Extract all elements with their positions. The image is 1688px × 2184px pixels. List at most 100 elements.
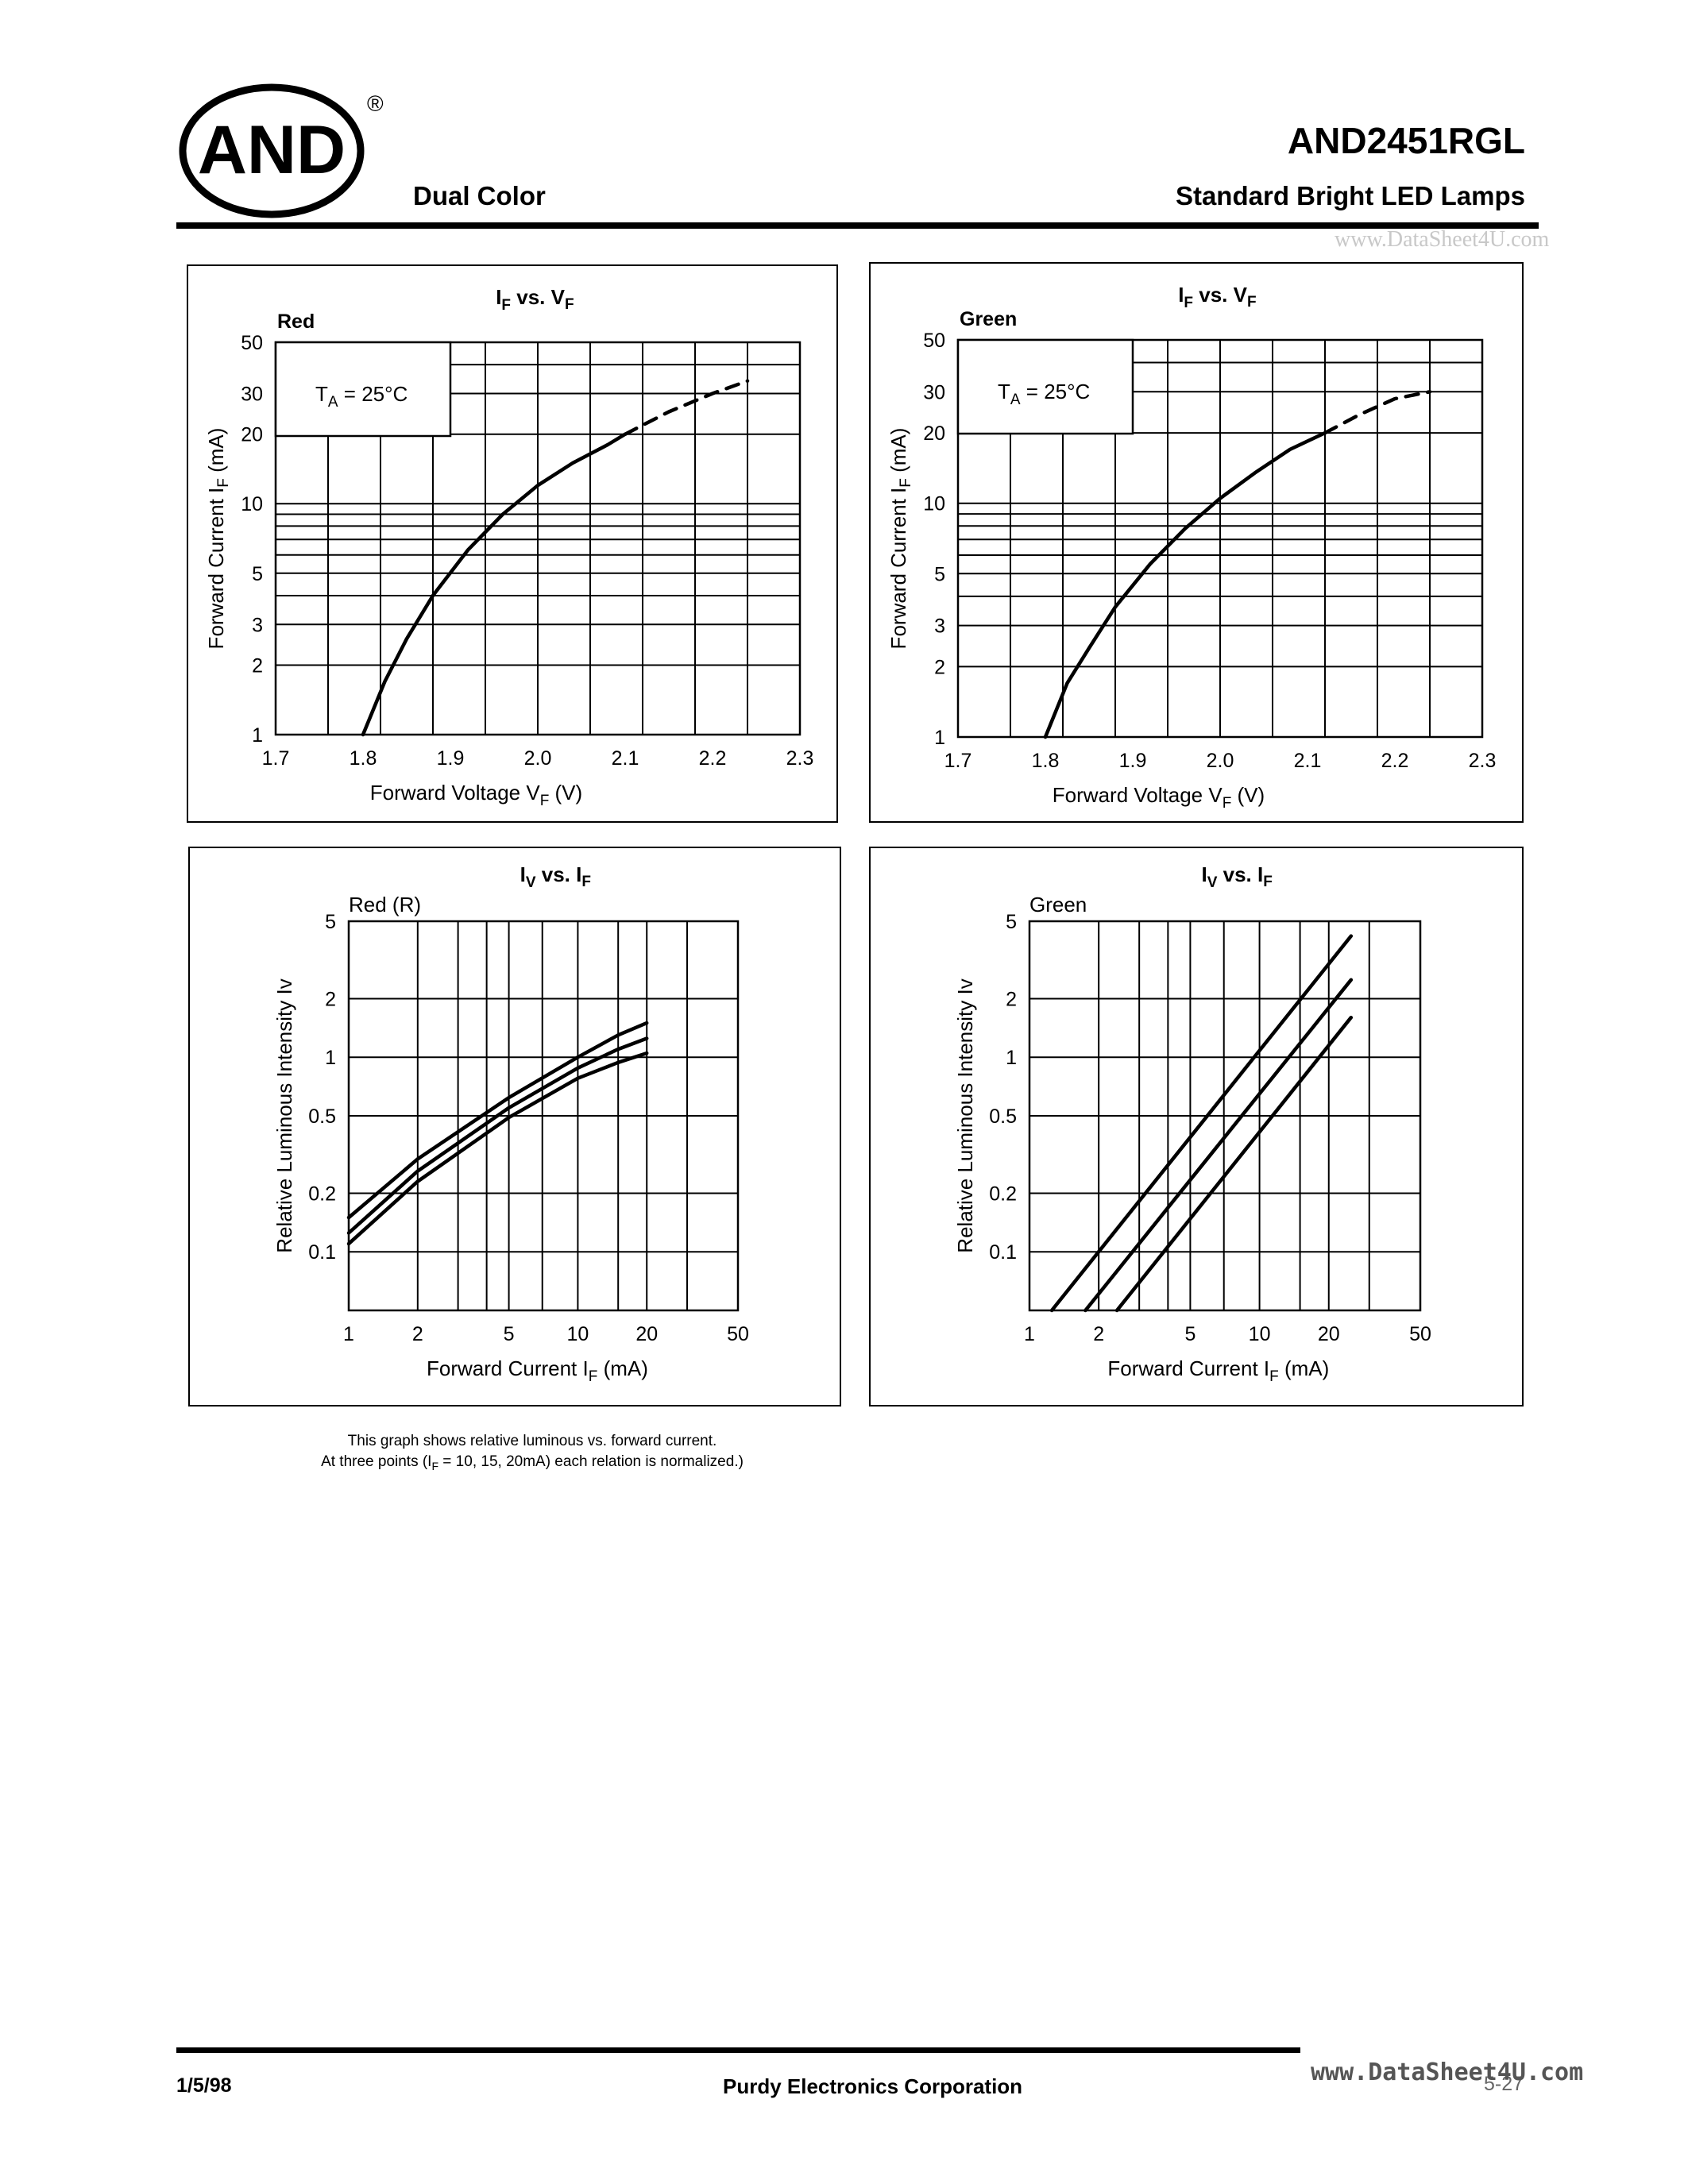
x-axis-label-rest: (mA) [597,1356,648,1380]
condition-box [274,341,452,438]
y-axis-label-rest: (mA) [204,428,228,479]
chart-title-sub2: F [581,874,591,890]
y-tick-label: 3 [252,614,263,636]
note-line-1: This graph shows relative luminous vs. f… [347,1433,717,1449]
y-tick-label: 3 [934,615,945,638]
series-line-0 [361,432,628,737]
x-tick-label: 1.8 [1032,750,1060,772]
x-axis-label: Forward Voltage VF (V) [370,781,582,809]
chart-title-sub2: F [1263,874,1273,890]
y-axis-label: Forward Current IF (mA) [886,428,914,650]
x-tick-label: 10 [567,1323,589,1345]
condition-label-rest: = 25°C [338,382,408,406]
x-axis-label-sub: F [540,793,550,809]
chart-title: IV vs. IF [520,862,591,891]
chart-title-sub2: F [1247,294,1257,311]
x-tick-label: 50 [1409,1323,1431,1345]
y-tick-label: 2 [325,988,336,1010]
y-tick-label: 0.2 [989,1183,1017,1205]
condition-label-sub: A [328,394,338,411]
x-tick-label: 2 [412,1323,423,1345]
condition-label-sub: A [1010,392,1021,408]
series-label: Dual Color [413,181,546,210]
y-axis-label-sub: F [215,478,232,488]
y-axis-label-rest: (mA) [886,428,910,479]
x-tick-label: 2.2 [1381,750,1409,772]
x-axis-label-rest: (V) [549,781,582,805]
y-tick-label: 1 [934,727,945,749]
x-tick-label: 5 [1184,1323,1196,1345]
footer-rule [176,2047,1300,2053]
y-tick-label: 30 [241,384,263,406]
series-line-2 [1114,1015,1354,1313]
series-label: Green [1029,893,1087,916]
series-line-0 [1049,934,1354,1313]
condition-label-main: T [998,380,1010,403]
x-axis-label-sub: F [1269,1368,1279,1385]
x-tick-label: 2.1 [1294,750,1322,772]
y-axis-label-main: Forward Current I [204,488,228,650]
y-tick-label: 0.5 [308,1106,336,1128]
chart-title: IV vs. IF [1201,862,1272,891]
y-axis-label-main: Relative Luminous Intensity Iv [953,978,977,1252]
x-tick-label: 5 [504,1323,515,1345]
chart-title-main: I [496,285,501,309]
x-tick-label: 2.0 [1207,750,1234,772]
footer-company: Purdy Electronics Corporation [723,2074,1023,2098]
chart-green-if-vf-svg: TA = 25°C 1.7 1.8 1.9 2.0 2.1 2.2 2.3 1 2 3 5 10 20 30… [886,283,1497,812]
x-tick-label: 2.1 [612,747,639,770]
part-number: AND2451RGL [1287,120,1525,161]
condition-label: TA = 25°C [998,380,1090,408]
chart-title-rest: vs. I [1217,862,1263,886]
x-axis-label-rest: (V) [1231,783,1265,807]
series-label: Red (R) [349,893,421,916]
chart-title-sub: V [1207,874,1218,891]
y-tick-label: 50 [241,332,263,354]
y-tick-label: 50 [923,330,945,352]
footer-page-number: 5-27 [1484,2073,1524,2095]
y-tick-label: 20 [241,424,263,446]
chart-green-iv-if: 1 2 5 10 20 50 0.1 0.2 0.5 1 2 5 IV vs. IF Green Forwa… [869,847,1524,1406]
plot-frame [274,341,802,736]
x-tick-label: 2.0 [524,747,552,770]
chart-red-if-vf-svg: TA = 25°C 1.7 1.8 1.9 2.0 2.1 2.2 2.3 1 2 3 5 10 20 30… [204,285,813,809]
x-axis-label-sub: F [1223,795,1232,812]
x-axis-label: Forward Current IF (mA) [1107,1356,1329,1385]
chart-title: IF vs. VF [1178,283,1256,311]
condition-label-rest: = 25°C [1021,380,1091,403]
y-tick-label: 0.1 [308,1241,336,1264]
chart-title-sub: F [501,297,511,314]
chart-title: IF vs. VF [496,285,574,314]
chart-title-rest: vs. V [1193,283,1248,307]
y-axis-label-main: Forward Current I [886,488,910,650]
product-line: Standard Bright LED Lamps [1175,181,1525,210]
chart-green-if-vf: TA = 25°C 1.7 1.8 1.9 2.0 2.1 2.2 2.3 1 2 3 5 10 20 30… [869,262,1524,823]
chart-red-if-vf: TA = 25°C 1.7 1.8 1.9 2.0 2.1 2.2 2.3 1 2 3 5 10 20 30… [187,264,838,823]
chart-title-rest: vs. V [511,285,566,309]
y-tick-label: 0.1 [989,1241,1017,1264]
watermark-bottom: www.DataSheet4U.com [1311,2059,1584,2086]
x-tick-label: 50 [727,1323,749,1345]
chart-title-main: I [1201,862,1207,886]
chart-title-sub2: F [565,296,574,313]
condition-box [956,338,1134,435]
x-axis-label: Forward Current IF (mA) [427,1356,648,1385]
x-tick-label: 2.3 [1469,750,1497,772]
y-axis-label: Relative Luminous Intensity Iv [953,978,977,1252]
series-line-0 [1043,430,1327,739]
y-tick-label: 1 [1006,1047,1017,1069]
plot-frame [956,338,1484,739]
x-tick-label: 1.7 [262,747,290,770]
chart-title-sub: F [1184,295,1193,311]
series-line-1 [346,1036,649,1235]
y-axis-label: Forward Current IF (mA) [204,428,232,650]
y-tick-label: 1 [252,724,263,747]
chart-title-rest: vs. I [536,862,582,886]
series-line-1 [1323,390,1432,435]
series-label: Red [277,311,315,333]
series-line-0 [346,1021,649,1220]
x-tick-label: 1.9 [1119,750,1147,772]
y-tick-label: 2 [934,656,945,678]
